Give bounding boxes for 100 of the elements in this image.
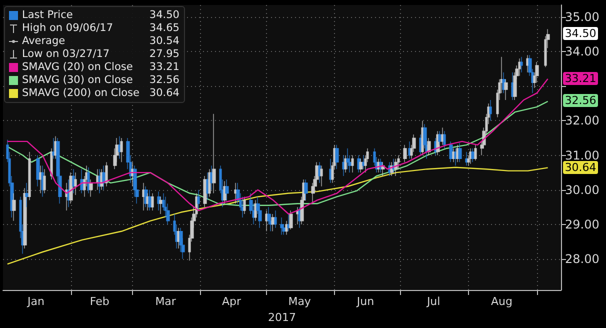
candlestick (12, 192, 16, 222)
annotation: 30.54 (148, 35, 180, 48)
candlestick (359, 158, 363, 173)
candlestick (105, 162, 108, 187)
candlestick (449, 141, 453, 162)
candlestick (52, 138, 55, 160)
candlestick (329, 158, 332, 184)
candlestick (458, 142, 462, 162)
candlestick (265, 210, 268, 232)
candlestick (151, 192, 154, 211)
x-tick-label: Apr (222, 295, 242, 308)
x-tick-label: Jan (26, 295, 44, 308)
y-tick-label: 28.00 (565, 252, 600, 266)
y-tick-label: 29.00 (565, 217, 600, 232)
candlestick (210, 165, 213, 190)
candlestick (465, 152, 468, 166)
line-series (6, 166, 548, 265)
candlestick (89, 179, 93, 198)
legend-label: Last Price (22, 9, 74, 22)
candlestick (131, 162, 134, 187)
candlestick (54, 136, 57, 160)
annotation: 32.56 (562, 94, 598, 108)
y-tick-label: 32.00 (565, 114, 600, 128)
candlestick (96, 168, 99, 190)
annotation: 34.65 (148, 22, 180, 35)
candlestick (287, 214, 290, 232)
candlestick (118, 136, 121, 160)
candlestick (271, 214, 275, 232)
annotation: Low on 03/27/17 (22, 48, 111, 61)
legend-label: SMAVG (20) on Close (22, 61, 134, 74)
annotation: 27.95 (148, 48, 180, 61)
candlestick (443, 130, 446, 149)
candlestick (403, 144, 407, 162)
legend-label: SMAVG (200) on Close (22, 87, 140, 100)
annotation: 30.64 (148, 87, 180, 100)
annotation: 33.21 (148, 61, 180, 74)
candlestick (208, 168, 211, 198)
candlestick (342, 154, 345, 176)
candlestick (438, 130, 442, 146)
candlestick (80, 168, 84, 194)
candlestick (148, 190, 152, 211)
candlestick (203, 176, 207, 208)
annotation: 34.50 (148, 9, 180, 22)
candlestick (346, 148, 350, 170)
y-tick-label: 30.00 (565, 182, 600, 197)
candlestick (454, 148, 457, 166)
x-tick-label: Aug (490, 295, 512, 308)
candlestick (441, 127, 444, 146)
candlestick (362, 154, 365, 170)
candlestick (289, 210, 293, 230)
x-tick-label: Jun (356, 295, 374, 308)
candlestick (504, 78, 508, 100)
annotation: 30.64 (562, 160, 598, 174)
line-series (6, 100, 548, 206)
annotation: 34.50 (562, 27, 598, 40)
candlestick (177, 228, 180, 249)
candlestick (225, 179, 229, 200)
candlestick (72, 168, 75, 194)
x-tick-label: Mar (155, 295, 176, 308)
y-tick-label: 35.00 (565, 10, 600, 24)
candlestick (254, 200, 257, 222)
candlestick (36, 154, 40, 187)
annotation: High on 09/06/17 (22, 22, 114, 35)
candlestick (474, 144, 477, 161)
candlestick (421, 120, 424, 156)
candlestick (243, 196, 246, 214)
candlestick (452, 148, 455, 162)
annotation: 32.56 (148, 74, 180, 87)
candlestick (142, 182, 145, 211)
candlestick (206, 172, 209, 200)
candlestick (318, 162, 321, 184)
candlestick (43, 168, 46, 194)
candlestick (456, 144, 459, 162)
candlestick (344, 154, 347, 173)
candlestick (241, 196, 244, 218)
candlestick (351, 154, 354, 173)
candlestick (87, 167, 90, 194)
candlestick (296, 206, 299, 225)
candlestick (159, 196, 163, 214)
x-tick-label: May (288, 295, 312, 308)
annotation: Average (22, 35, 66, 48)
candlestick (520, 56, 523, 73)
candlestick (28, 152, 31, 200)
candlestick (41, 165, 44, 198)
candlestick (74, 172, 77, 196)
candlestick (39, 165, 42, 194)
candlestick (69, 172, 73, 204)
candlestick (102, 165, 106, 190)
legend-label: SMAVG (30) on Close (22, 74, 134, 87)
y-tick-label: 34.00 (565, 44, 600, 59)
candlestick (98, 168, 101, 194)
candlestick (304, 179, 308, 200)
candlestick (489, 100, 492, 122)
candlestick (212, 114, 216, 194)
candlestick (23, 188, 27, 249)
candlestick (274, 210, 277, 228)
candlestick (25, 182, 29, 208)
x-axis-title: 2017 (268, 311, 296, 324)
candlestick (320, 165, 323, 187)
candlestick (511, 72, 514, 100)
